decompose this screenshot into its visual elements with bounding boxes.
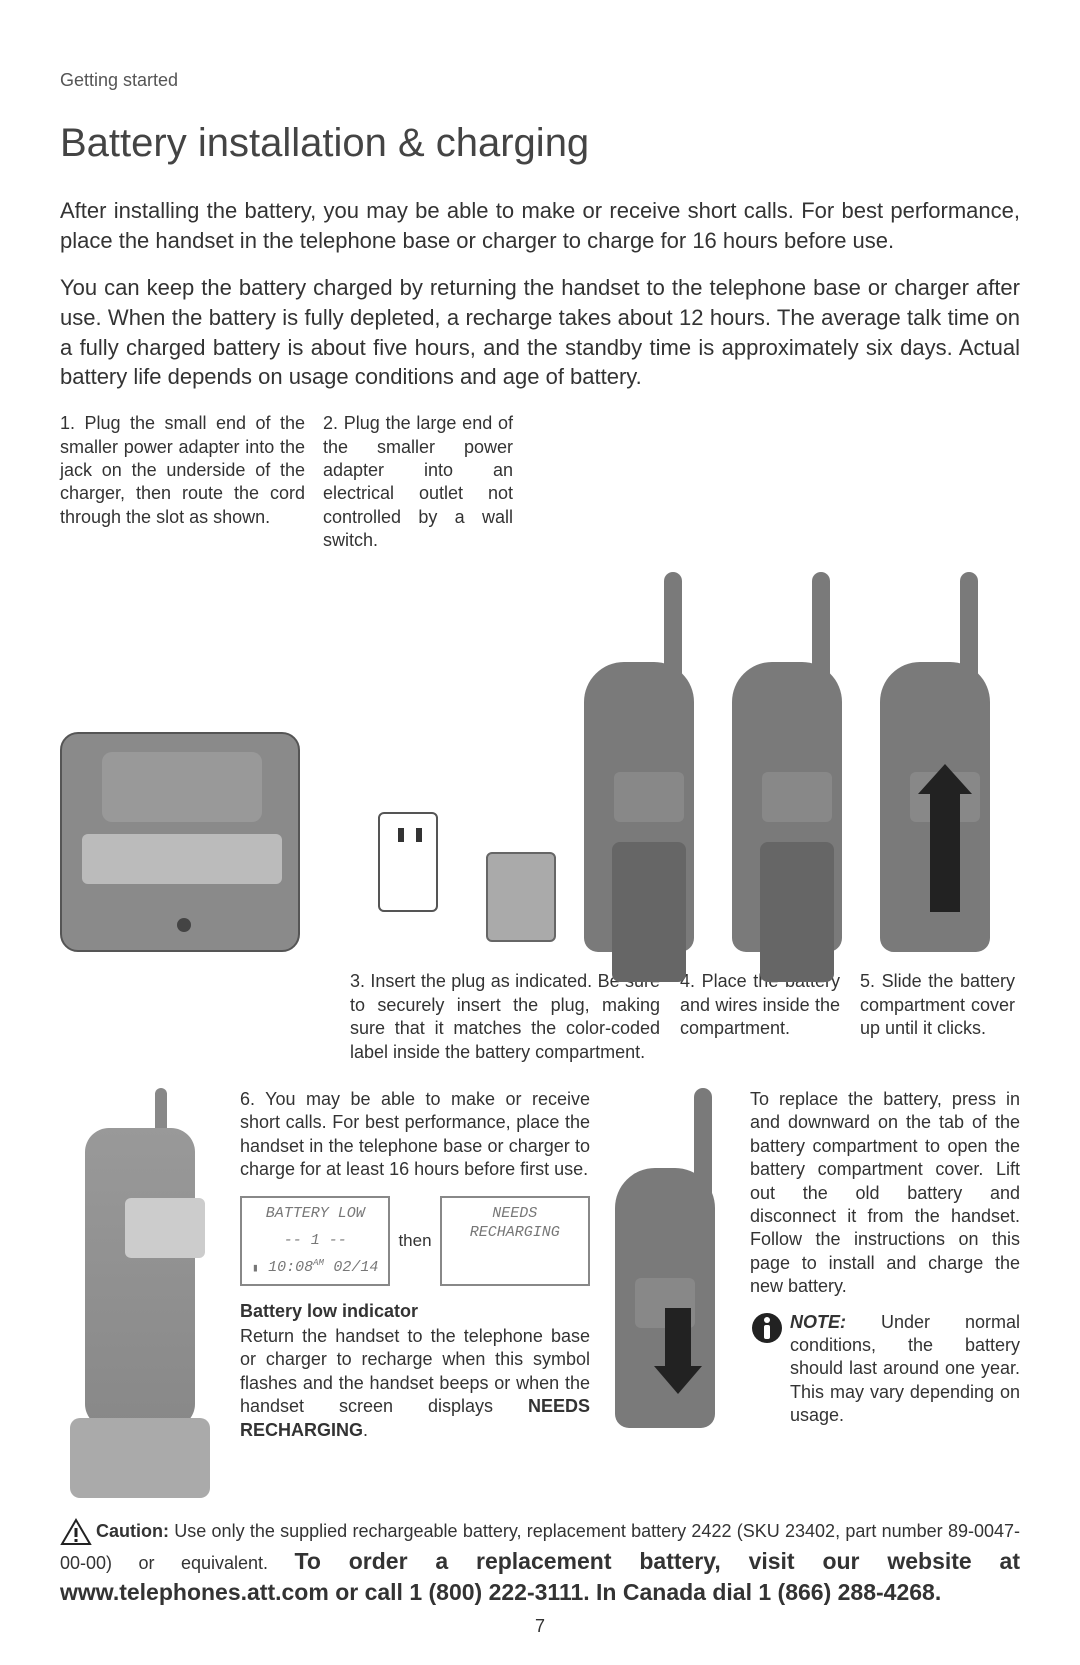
caution-row: Caution: Use only the supplied rechargea… bbox=[60, 1518, 1020, 1608]
step-6-column: 6. You may be able to make or receive sh… bbox=[240, 1088, 590, 1498]
page-number: 7 bbox=[0, 1616, 1080, 1637]
phone-diagram-remove bbox=[610, 1088, 730, 1428]
intro-paragraph-2: You can keep the battery charged by retu… bbox=[60, 273, 1020, 392]
then-label: then bbox=[398, 1230, 431, 1252]
caution-icon bbox=[60, 1518, 92, 1546]
battery-low-text: Return the handset to the telephone base… bbox=[240, 1325, 590, 1442]
phone-diagram-insert bbox=[574, 572, 704, 952]
battery-diagram bbox=[486, 852, 556, 942]
page-title: Battery installation & charging bbox=[60, 121, 1020, 166]
handset-on-charger-diagram bbox=[60, 1088, 220, 1498]
step-2-text: 2. Plug the large end of the smaller pow… bbox=[323, 412, 513, 552]
lower-row: 6. You may be able to make or receive sh… bbox=[60, 1088, 1020, 1498]
step-1-text: 1. Plug the small end of the smaller pow… bbox=[60, 412, 305, 552]
intro-paragraph-1: After installing the battery, you may be… bbox=[60, 196, 1020, 255]
outlet-diagram bbox=[358, 812, 468, 952]
replace-battery-text: To replace the battery, press in and dow… bbox=[750, 1088, 1020, 1299]
section-label: Getting started bbox=[60, 70, 1020, 91]
lcd1-time: 10:08 bbox=[268, 1259, 313, 1276]
lcd1-date: 02/14 bbox=[333, 1258, 378, 1278]
phone-diagram-place bbox=[722, 572, 852, 952]
lcd-needs-recharging: NEEDS RECHARGING bbox=[440, 1196, 590, 1286]
steps-row-top: 1. Plug the small end of the smaller pow… bbox=[60, 412, 1020, 552]
lcd1-line1: BATTERY LOW bbox=[248, 1204, 382, 1224]
caution-label: Caution: bbox=[96, 1521, 169, 1541]
battery-low-title: Battery low indicator bbox=[240, 1300, 590, 1323]
info-icon bbox=[750, 1311, 784, 1345]
charger-diagram bbox=[60, 732, 300, 952]
lcd-battery-low: BATTERY LOW -- 1 -- ▮ 10:08AM 02/14 bbox=[240, 1196, 390, 1286]
lcd1-ampm: AM bbox=[313, 1258, 324, 1268]
lcd2-line1: NEEDS RECHARGING bbox=[448, 1204, 582, 1243]
lcd-row: BATTERY LOW -- 1 -- ▮ 10:08AM 02/14 then… bbox=[240, 1196, 590, 1286]
lcd1-line2: -- 1 -- bbox=[248, 1231, 382, 1251]
step-6-text: 6. You may be able to make or receive sh… bbox=[240, 1088, 590, 1182]
diagram-row bbox=[60, 572, 1020, 952]
step-3-text: 3. Insert the plug as indicated. Be sure… bbox=[350, 970, 660, 1064]
phone-diagram-slide bbox=[870, 572, 1000, 952]
steps-row-mid: 3. Insert the plug as indicated. Be sure… bbox=[60, 970, 1020, 1064]
note-row: NOTE: Under normal conditions, the batte… bbox=[750, 1311, 1020, 1428]
note-text: NOTE: Under normal conditions, the batte… bbox=[790, 1311, 1020, 1428]
step-5-text: 5. Slide the battery compartment cover u… bbox=[860, 970, 1015, 1064]
step-4-text: 4. Place the battery and wires inside th… bbox=[680, 970, 840, 1064]
